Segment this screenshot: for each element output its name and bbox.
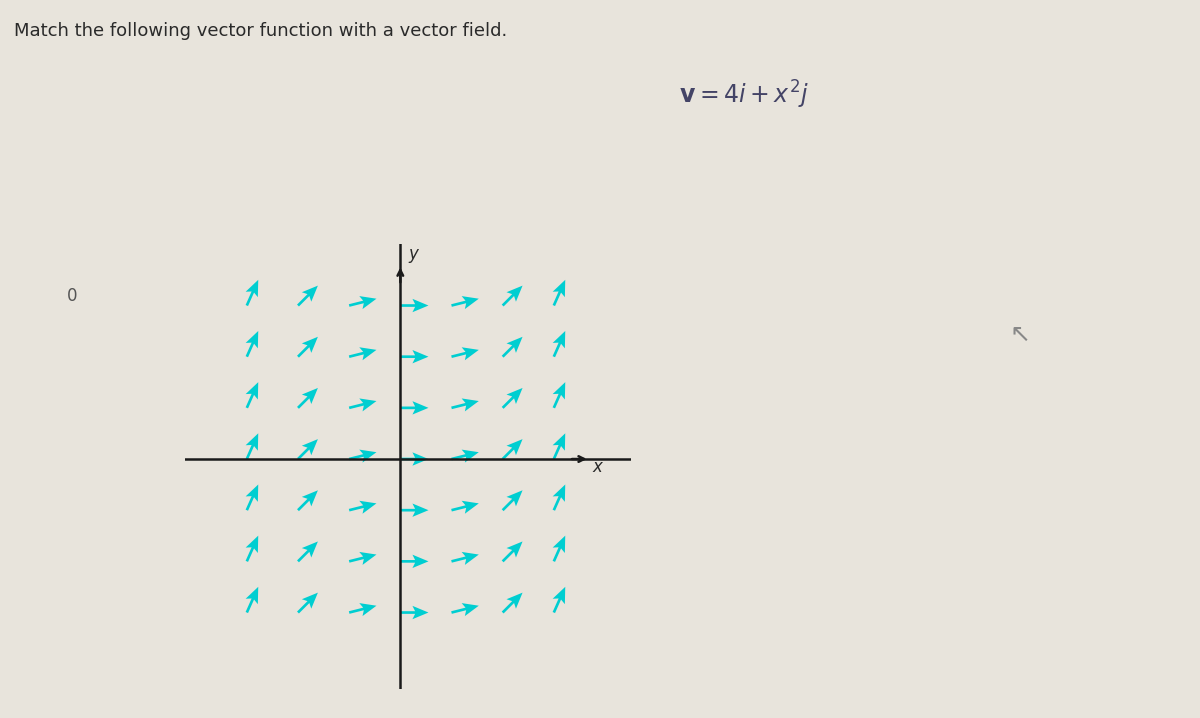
Text: $\mathbf{v} = 4\mathit{i} + \mathit{x}^2\mathit{j}$: $\mathbf{v} = 4\mathit{i} + \mathit{x}^2… bbox=[679, 79, 809, 111]
Text: ↖: ↖ bbox=[1009, 323, 1031, 347]
Text: Match the following vector function with a vector field.: Match the following vector function with… bbox=[14, 22, 508, 39]
Text: 0: 0 bbox=[67, 287, 77, 305]
Text: y: y bbox=[408, 246, 418, 264]
Text: x: x bbox=[593, 458, 602, 476]
